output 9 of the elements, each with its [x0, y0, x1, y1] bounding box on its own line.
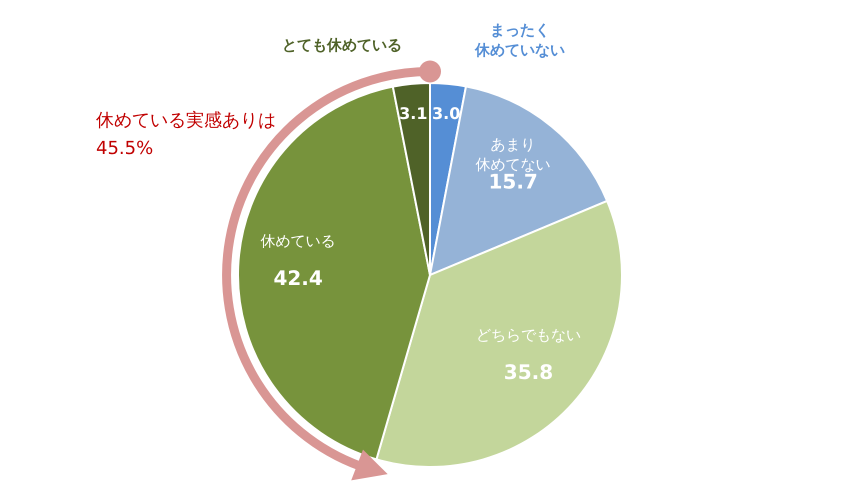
slice-label: まったく休めていない	[474, 21, 565, 59]
slice-label: どちらでもない	[476, 326, 581, 344]
data-label: 35.8	[504, 360, 554, 384]
data-label: 42.4	[273, 266, 323, 290]
data-label: 3.1	[399, 104, 428, 123]
data-label: 3.0	[432, 104, 460, 123]
slice-label: 休めている	[260, 232, 336, 250]
text: 休めている実感ありは 45.5%	[96, 110, 276, 159]
slice-label: とても休めている	[282, 36, 402, 54]
